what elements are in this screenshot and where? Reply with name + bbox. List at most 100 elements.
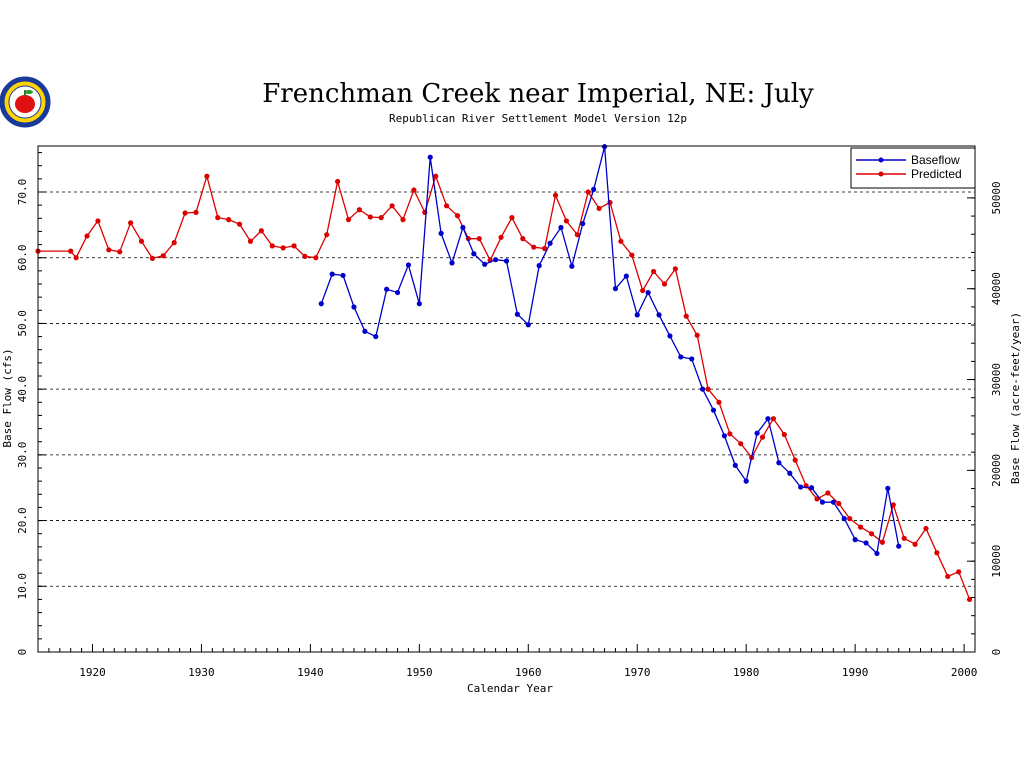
data-point-predicted xyxy=(792,457,798,463)
grid-lines xyxy=(38,191,975,587)
right-tick-label: 20000 xyxy=(990,454,1003,487)
data-point-baseflow xyxy=(362,328,368,334)
data-point-predicted xyxy=(640,287,646,294)
data-point-predicted xyxy=(890,502,896,508)
data-point-baseflow xyxy=(634,312,640,318)
x-tick-label: 1980 xyxy=(733,666,760,679)
right-axis-ticks: 0 10000 20000 30000 40000 50000 xyxy=(967,161,1003,655)
data-point-predicted xyxy=(443,203,450,209)
data-point-baseflow xyxy=(558,224,564,231)
legend-predicted-marker xyxy=(878,171,884,177)
data-point-baseflow xyxy=(438,230,444,236)
data-point-baseflow xyxy=(449,260,455,266)
data-point-predicted xyxy=(672,266,678,272)
data-point-baseflow xyxy=(841,516,847,522)
data-point-predicted xyxy=(106,247,112,253)
legend-predicted-label: Predicted xyxy=(911,167,962,181)
y-tick-label: 20.0 xyxy=(16,507,29,534)
x-axis-label: Calendar Year xyxy=(467,682,553,695)
data-point-predicted xyxy=(84,233,90,239)
data-point-baseflow xyxy=(547,240,553,246)
x-tick-label: 1930 xyxy=(188,666,215,679)
data-point-predicted xyxy=(302,253,308,259)
data-point-baseflow xyxy=(874,550,880,557)
y-tick-label: 10.0 xyxy=(16,573,29,600)
y-axis-ticks: 0 10.0 20.0 30.0 40.0 50.0 60.0 70.0 xyxy=(16,152,46,655)
data-point-baseflow xyxy=(416,301,422,307)
data-point-baseflow xyxy=(525,322,531,328)
legend: Baseflow Predicted xyxy=(850,147,976,189)
data-point-baseflow xyxy=(645,289,651,296)
data-point-baseflow xyxy=(852,537,858,543)
data-point-predicted xyxy=(182,210,188,216)
data-point-baseflow xyxy=(373,333,379,340)
data-point-baseflow xyxy=(830,499,836,505)
data-point-predicted xyxy=(857,524,864,530)
data-point-baseflow xyxy=(384,286,390,292)
legend-baseflow-marker xyxy=(878,157,884,163)
data-point-predicted xyxy=(411,187,417,193)
data-point-predicted xyxy=(759,434,766,440)
data-point-predicted xyxy=(966,596,973,603)
data-point-predicted xyxy=(433,173,439,179)
data-point-baseflow xyxy=(493,257,499,263)
data-point-predicted xyxy=(847,516,853,522)
data-point-baseflow xyxy=(798,484,804,490)
legend-box xyxy=(850,147,976,189)
data-point-predicted xyxy=(596,205,602,212)
data-point-baseflow xyxy=(678,354,684,360)
data-point-baseflow xyxy=(340,272,346,279)
data-point-predicted xyxy=(313,255,319,261)
data-point-predicted xyxy=(324,232,330,238)
data-point-predicted xyxy=(542,245,548,252)
data-point-predicted xyxy=(400,217,406,223)
right-axis-label: Base Flow (acre-feet/year) xyxy=(1009,312,1022,484)
data-point-predicted xyxy=(650,268,657,275)
x-tick-label: 2000 xyxy=(951,666,978,679)
data-point-baseflow xyxy=(765,416,771,422)
data-point-predicted xyxy=(629,252,635,258)
data-point-predicted xyxy=(335,178,341,185)
y-tick-label: 30.0 xyxy=(16,442,29,469)
data-point-predicted xyxy=(563,218,570,224)
data-point-predicted xyxy=(509,215,515,221)
data-point-baseflow xyxy=(405,262,412,268)
chart-title: Frenchman Creek near Imperial, NE: July xyxy=(262,79,814,109)
data-point-baseflow xyxy=(623,273,629,279)
x-tick-label: 1960 xyxy=(515,666,542,679)
data-point-predicted xyxy=(291,243,297,249)
data-point-predicted xyxy=(454,213,461,219)
data-point-predicted xyxy=(585,189,591,195)
data-point-baseflow xyxy=(329,271,335,277)
data-point-predicted xyxy=(770,416,777,422)
data-point-predicted xyxy=(618,238,624,244)
data-point-baseflow xyxy=(732,462,738,468)
x-tick-label: 1940 xyxy=(297,666,324,679)
data-point-baseflow xyxy=(819,499,826,505)
data-point-baseflow xyxy=(656,312,662,318)
data-point-baseflow xyxy=(689,356,695,362)
data-point-predicted xyxy=(128,220,134,226)
data-point-baseflow xyxy=(776,460,782,466)
data-point-predicted xyxy=(367,214,373,220)
data-point-predicted xyxy=(520,236,526,242)
data-point-predicted xyxy=(236,221,243,227)
data-point-predicted xyxy=(716,399,722,405)
data-point-predicted xyxy=(149,255,156,261)
data-point-baseflow xyxy=(601,144,608,150)
data-point-predicted xyxy=(661,281,668,287)
data-point-predicted xyxy=(705,386,711,392)
data-point-predicted xyxy=(247,238,254,244)
data-point-baseflow xyxy=(787,470,793,476)
right-tick-label: 40000 xyxy=(990,272,1003,305)
x-tick-label: 1970 xyxy=(624,666,651,679)
data-point-baseflow xyxy=(460,224,466,231)
series-line-predicted xyxy=(38,173,971,600)
data-point-predicted xyxy=(945,573,951,580)
series-layer xyxy=(35,144,973,603)
data-point-predicted xyxy=(912,541,918,547)
data-point-baseflow xyxy=(394,289,401,296)
data-point-predicted xyxy=(574,232,580,238)
data-point-predicted xyxy=(738,441,744,447)
